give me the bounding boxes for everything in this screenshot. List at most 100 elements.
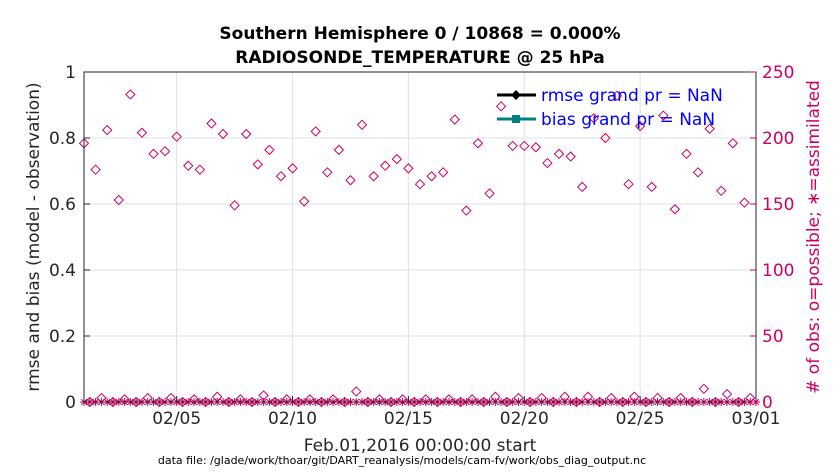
- possible-obs-point: [443, 394, 455, 405]
- possible-obs-point: [501, 396, 513, 408]
- possible-obs-point: [136, 127, 148, 138]
- possible-obs-point: [333, 144, 345, 156]
- possible-obs-point: [316, 396, 327, 408]
- possible-obs-point: [692, 167, 704, 178]
- possible-obs-point: [107, 396, 119, 408]
- possible-obs-point: [721, 388, 733, 400]
- possible-obs-point: [432, 396, 443, 408]
- possible-obs-point: [327, 394, 339, 405]
- possible-obs-point: [524, 396, 536, 408]
- possible-obs-markers: [78, 89, 756, 408]
- footnote-data-file: data file: /glade/work/thoar/git/DART_re…: [158, 454, 646, 467]
- possible-obs-point: [565, 151, 576, 162]
- possible-obs-point: [362, 396, 374, 408]
- possible-obs-point: [669, 204, 681, 215]
- possible-obs-point: [339, 396, 350, 408]
- x-axis-label: Feb.01,2016 00:00:00 start: [304, 436, 537, 456]
- possible-obs-point: [466, 394, 478, 405]
- y-left-tick-label: 0.8: [49, 129, 76, 149]
- possible-obs-point: [617, 396, 628, 408]
- possible-obs-point: [559, 391, 571, 402]
- possible-obs-point: [507, 140, 518, 152]
- y-left-tick-label: 0: [65, 393, 76, 413]
- y-left-tick-label: 0.4: [49, 261, 76, 281]
- possible-obs-point: [269, 396, 281, 408]
- possible-obs-point: [542, 157, 553, 169]
- x-tick-label: 03/01: [732, 409, 781, 429]
- y-axis-left-label: rmse and bias (model - observation): [24, 82, 44, 391]
- possible-obs-point: [351, 386, 362, 397]
- possible-obs-point: [623, 178, 634, 190]
- possible-obs-point: [727, 138, 739, 149]
- possible-obs-point: [391, 153, 403, 165]
- possible-obs-point: [426, 171, 437, 182]
- possible-obs-point: [287, 163, 298, 174]
- possible-obs-point: [704, 123, 715, 134]
- possible-obs-point: [235, 394, 246, 405]
- possible-obs-point: [744, 392, 756, 404]
- possible-obs-point: [576, 181, 588, 193]
- possible-obs-point: [490, 391, 501, 402]
- possible-obs-point: [171, 131, 182, 142]
- x-tick-label: 02/05: [152, 409, 201, 429]
- possible-obs-point: [739, 197, 750, 208]
- possible-obs-point: [687, 396, 698, 408]
- possible-obs-point: [640, 396, 652, 408]
- possible-obs-point: [240, 128, 252, 140]
- axis-ticks: 02/05 02/10 02/15 02/20 02/25 03/0100.20.40.6…: [49, 63, 795, 429]
- possible-obs-point: [183, 160, 194, 171]
- possible-obs-point: [600, 132, 611, 144]
- possible-obs-point: [188, 394, 200, 405]
- y-right-tick-label: 150: [762, 195, 794, 215]
- possible-obs-point: [658, 110, 669, 121]
- possible-obs-point: [90, 164, 101, 175]
- possible-obs-point: [530, 142, 542, 153]
- possible-obs-point: [101, 124, 113, 136]
- possible-obs-point: [385, 396, 397, 408]
- legend-rmse-marker: [511, 90, 521, 100]
- chart-title-line1: Southern Hemisphere 0 / 10868 = 0.000%: [219, 24, 620, 44]
- possible-obs-point: [652, 392, 663, 404]
- possible-obs-point: [293, 396, 304, 408]
- possible-obs-point: [154, 396, 165, 408]
- possible-obs-point: [733, 396, 744, 408]
- possible-obs-point: [553, 148, 565, 160]
- possible-obs-point: [368, 171, 379, 182]
- possible-obs-point: [345, 175, 356, 186]
- possible-obs-point: [634, 120, 646, 132]
- y-left-tick-label: 1: [65, 63, 76, 83]
- legend-bias-label: bias grand pr = NaN: [541, 110, 715, 130]
- x-tick-label: 02/15: [384, 409, 433, 429]
- possible-obs-point: [414, 178, 426, 190]
- x-tick-label: 02/20: [500, 409, 549, 429]
- possible-obs-point: [200, 396, 211, 408]
- possible-obs-point: [461, 205, 472, 216]
- possible-obs-point: [281, 394, 292, 405]
- y-right-tick-label: 50: [762, 327, 784, 347]
- possible-obs-point: [663, 396, 675, 408]
- legend-rmse-label: rmse grand pr = NaN: [541, 86, 723, 106]
- possible-obs-point: [322, 167, 333, 178]
- possible-obs-point: [571, 396, 582, 408]
- possible-obs-point: [449, 114, 460, 125]
- x-tick-label: 02/10: [268, 409, 317, 429]
- legend: rmse grand pr = NaN bias grand pr = NaN: [497, 86, 723, 130]
- possible-obs-point: [698, 383, 710, 395]
- possible-obs-point: [495, 101, 507, 112]
- y-right-tick-label: 250: [762, 63, 794, 83]
- possible-obs-point: [548, 396, 559, 408]
- y-right-tick-label: 100: [762, 261, 794, 281]
- y-right-tick-label: 200: [762, 129, 794, 149]
- x-tick-label: 02/25: [616, 409, 665, 429]
- possible-obs-point: [588, 112, 600, 124]
- grid-lines: [84, 72, 757, 402]
- possible-obs-point: [148, 148, 159, 160]
- possible-obs-point: [420, 394, 432, 405]
- possible-obs-point: [217, 128, 229, 140]
- possible-obs-point: [675, 392, 686, 404]
- possible-obs-point: [258, 390, 269, 401]
- possible-obs-point: [125, 89, 136, 100]
- possible-obs-point: [374, 394, 385, 405]
- possible-obs-point: [275, 171, 287, 182]
